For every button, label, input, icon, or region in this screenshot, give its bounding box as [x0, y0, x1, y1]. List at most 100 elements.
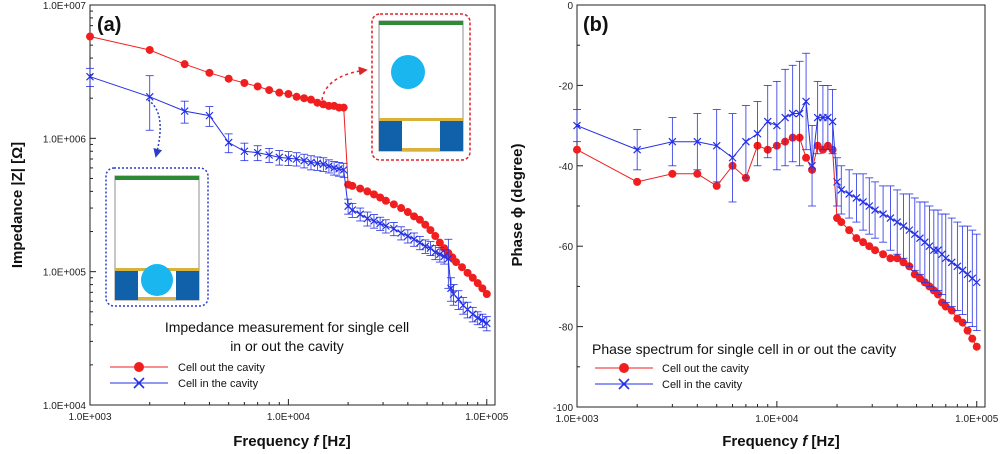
b-point-x [905, 226, 914, 235]
a-point-x [240, 147, 249, 156]
b-point-circle [802, 153, 811, 162]
phase-ylabel: Phase ϕ (degree) [509, 144, 526, 267]
a-point-circle [300, 94, 309, 103]
a-ytick-label: 1.0E+005 [43, 268, 87, 279]
b-point-x [852, 194, 861, 202]
a-point-x [403, 232, 412, 240]
b-point-x [910, 230, 919, 239]
b-point-x [828, 117, 837, 126]
inset-out-frame [371, 13, 471, 161]
a-point-circle [458, 263, 467, 272]
a-point-circle [86, 32, 94, 41]
b-point-circle [845, 226, 854, 235]
b-ytick-label: -80 [559, 323, 574, 334]
gold-layer-out [379, 118, 463, 121]
a-point-x [381, 222, 390, 230]
b-xtick-label: 1.0E+004 [755, 414, 799, 425]
b-point-circle [958, 318, 967, 327]
a-point-x [447, 284, 455, 293]
b-xtick-label: 1.0E+003 [555, 414, 599, 425]
a-point-circle [339, 103, 348, 112]
inset-cell-out-cavity [371, 13, 471, 161]
electrode-right-out [440, 121, 463, 151]
a-point-x [145, 92, 154, 101]
b-point-x [763, 117, 772, 126]
cavity-floor-in [138, 297, 176, 300]
a-point-x [376, 219, 385, 228]
a-point-x [339, 165, 348, 174]
a-point-x [307, 158, 315, 167]
a-point-x [415, 238, 424, 247]
a-point-circle [240, 79, 249, 88]
b-point-circle [837, 218, 846, 227]
phase-legend: Cell out the cavity Cell in the cavity [595, 363, 749, 391]
a-point-circle [275, 88, 284, 97]
a-point-circle [397, 204, 406, 213]
impedance-caption-line2: in or out the cavity [230, 338, 344, 354]
b-ytick-label: -20 [559, 81, 574, 92]
a-point-circle [224, 74, 233, 83]
a-point-x [319, 160, 328, 169]
impedance-legend: Cell out the cavity Cell in the cavity [110, 362, 265, 390]
b-point-x [865, 202, 874, 210]
a-point-circle [421, 220, 430, 229]
arrow-to-out-inset [321, 66, 368, 101]
legend-marker-blue [133, 377, 145, 389]
top-film-in [115, 176, 199, 180]
b-point-x [958, 266, 967, 275]
b-point-x [573, 121, 581, 130]
a-point-x [86, 72, 94, 81]
b-ytick-label: -40 [559, 162, 574, 173]
b-point-circle [972, 342, 981, 351]
a-point-x [356, 210, 365, 219]
inset-cell-in-cavity [105, 167, 209, 307]
a-ytick-label: 1.0E+004 [43, 401, 87, 412]
a-point-x [335, 164, 343, 173]
impedance-caption-line1: Impedance measurement for single cell [165, 319, 409, 335]
b-point-x [899, 222, 908, 231]
b-point-circle [668, 169, 677, 178]
b-point-x [893, 218, 902, 227]
cavity-floor-out [402, 148, 440, 151]
b-point-circle [712, 181, 721, 190]
a-point-circle [410, 212, 419, 221]
a-point-circle [284, 90, 293, 99]
b-point-x [886, 214, 895, 222]
a-point-x [224, 138, 233, 147]
b-point-x [845, 190, 854, 198]
b-point-x [753, 129, 762, 138]
b-ytick-label: 0 [567, 1, 573, 12]
b-ytick-label: -100 [553, 403, 573, 414]
inset-in-frame [105, 167, 209, 307]
b-point-x [741, 137, 750, 146]
a-ytick-label: 1.0E+007 [43, 1, 87, 12]
impedance-ylabel: Impedance |Z| [Ω] [9, 142, 26, 268]
a-point-x [397, 229, 406, 237]
a-point-x [435, 250, 444, 259]
b-point-x [808, 161, 816, 170]
top-film-out [379, 21, 463, 25]
b-point-circle [968, 334, 977, 343]
a-point-x [300, 156, 309, 165]
b-point-x [772, 121, 781, 130]
cell-out-cavity [391, 55, 425, 89]
phase-series [573, 52, 981, 351]
a-point-circle [463, 268, 472, 277]
b-xtick-label: 1.0E+005 [955, 414, 999, 425]
a-point-circle [292, 92, 301, 101]
cell-in-cavity [141, 264, 173, 296]
electrode-left-in [115, 271, 138, 300]
b-point-circle [886, 254, 895, 263]
legend-label-in: Cell in the cavity [178, 378, 259, 390]
a-point-x [292, 155, 301, 163]
a-point-circle [253, 82, 262, 91]
a-point-circle [145, 45, 154, 54]
b-point-x [802, 97, 810, 106]
phase-ticks: 1.0E+003 1.0E+004 1.0E+005 0 -20 -40 -60 -80 -10… [553, 1, 999, 425]
b-point-x [795, 109, 804, 118]
legend-marker-red [134, 362, 144, 372]
b-point-circle [941, 302, 950, 311]
phase-xlabel: Frequency f [Hz] [722, 433, 840, 450]
arrow-to-in-inset [147, 99, 163, 158]
